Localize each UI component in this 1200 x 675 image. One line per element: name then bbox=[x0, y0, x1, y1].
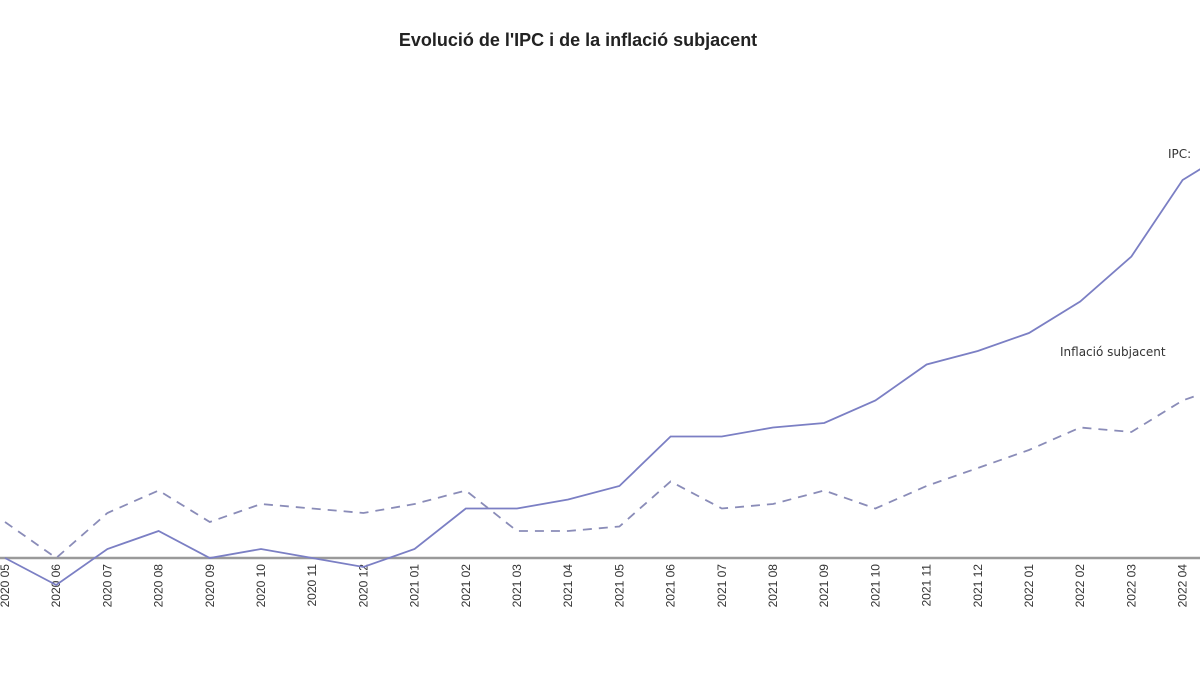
x-tick-label: 2021 07 bbox=[715, 564, 729, 608]
x-tick-label: 2021 01 bbox=[408, 564, 422, 608]
x-tick-label: 2022 01 bbox=[1022, 564, 1036, 608]
x-tick-label: 2021 10 bbox=[868, 564, 882, 608]
x-tick-label: 2021 03 bbox=[510, 564, 524, 608]
x-tick-label: 2020 11 bbox=[305, 564, 319, 607]
x-tick-label: 2021 06 bbox=[664, 564, 678, 608]
x-tick-label: 2021 05 bbox=[612, 564, 626, 608]
chart-title: Evolució de l'IPC i de la inflació subja… bbox=[398, 30, 758, 50]
x-tick-label: 2020 09 bbox=[203, 564, 217, 608]
series-line-core-inflation bbox=[4, 393, 1200, 560]
x-tick-label: 2022 04 bbox=[1176, 564, 1190, 608]
x-tick-label: 2021 08 bbox=[766, 564, 780, 608]
x-tick-label: 2021 11 bbox=[920, 564, 934, 607]
x-tick-label: 2020 05 bbox=[0, 564, 12, 608]
series-label-core-inflation: Inflació subjacent bbox=[1060, 345, 1166, 359]
x-tick-label: 2020 10 bbox=[254, 564, 268, 608]
x-tick-label: 2022 02 bbox=[1073, 564, 1087, 608]
x-tick-label: 2021 02 bbox=[459, 564, 473, 608]
x-tick-label: 2020 12 bbox=[356, 564, 370, 608]
x-tick-label: 2021 12 bbox=[971, 564, 985, 608]
x-tick-label: 2021 09 bbox=[817, 564, 831, 608]
x-tick-label: 2020 08 bbox=[152, 564, 166, 608]
x-tick-label: 2020 07 bbox=[100, 564, 114, 608]
x-tick-label: 2021 04 bbox=[561, 564, 575, 608]
x-tick-label: 2022 03 bbox=[1124, 564, 1138, 608]
series-line-ipc bbox=[4, 168, 1200, 587]
series-label-ipc: IPC: bbox=[1168, 147, 1191, 161]
